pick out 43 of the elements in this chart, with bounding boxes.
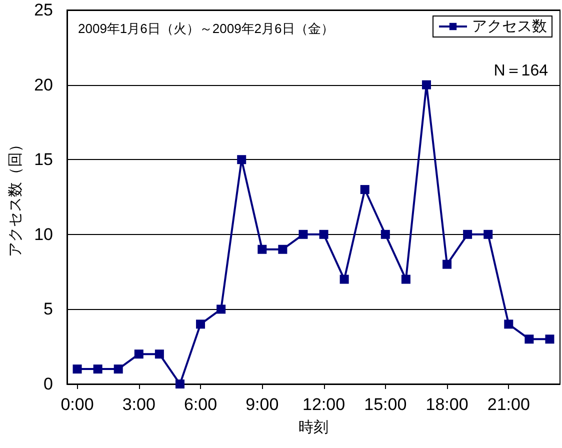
point (93, 364, 102, 374)
x-tick-label: 21:00 (487, 395, 530, 414)
x-tick-label: 0:00 (60, 395, 94, 414)
point (278, 244, 288, 254)
x-tick-label: 15:00 (364, 395, 407, 414)
x-tick-label: 3:00 (122, 395, 156, 414)
x-tick-label: 18:00 (426, 395, 468, 414)
x-axis-title: 時刻 (298, 419, 328, 436)
y-tick-label: 5 (44, 300, 53, 319)
point (154, 350, 164, 359)
point (422, 80, 431, 90)
y-tick-label: 15 (34, 150, 53, 170)
point (360, 185, 370, 194)
annotation: N＝164 (494, 62, 548, 80)
y-tick-label: 20 (34, 75, 53, 94)
point (380, 230, 390, 239)
legend-label: アクセス数 (472, 18, 547, 35)
point (114, 364, 123, 374)
point (134, 350, 144, 359)
point (545, 334, 554, 344)
y-tick-label: 10 (34, 224, 53, 244)
point (237, 155, 246, 164)
point (340, 274, 349, 284)
point (524, 334, 534, 344)
x-tick-label: 6:00 (184, 395, 218, 414)
y-axis-title: アクセス数（回） (7, 137, 24, 257)
annotation: 2009年1月6日（火）～2009年2月6日（金） (78, 21, 334, 36)
x-tick-label: 12:00 (302, 395, 346, 414)
x-tick-label: 9:00 (246, 395, 279, 414)
point (72, 364, 82, 374)
point (442, 260, 452, 269)
point (463, 230, 472, 239)
point (258, 244, 267, 254)
point (216, 304, 226, 314)
point (504, 320, 514, 329)
point (484, 230, 493, 239)
point (196, 320, 206, 329)
y-tick-label: 0 (44, 374, 53, 394)
y-tick-label: 25 (34, 0, 53, 20)
point (175, 380, 184, 388)
point (319, 230, 328, 239)
point (401, 274, 410, 284)
point (298, 230, 308, 239)
